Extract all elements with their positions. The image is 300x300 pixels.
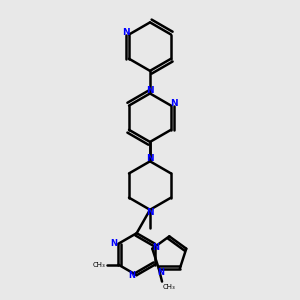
Text: CH₃: CH₃: [163, 284, 176, 290]
Text: N: N: [157, 268, 164, 277]
Text: N: N: [110, 239, 117, 248]
Text: N: N: [146, 86, 154, 95]
Text: N: N: [146, 154, 154, 163]
Text: CH₃: CH₃: [93, 262, 106, 268]
Text: N: N: [122, 28, 130, 38]
Text: N: N: [153, 243, 160, 252]
Text: N: N: [146, 208, 154, 217]
Text: N: N: [170, 100, 178, 109]
Text: N: N: [128, 271, 135, 280]
